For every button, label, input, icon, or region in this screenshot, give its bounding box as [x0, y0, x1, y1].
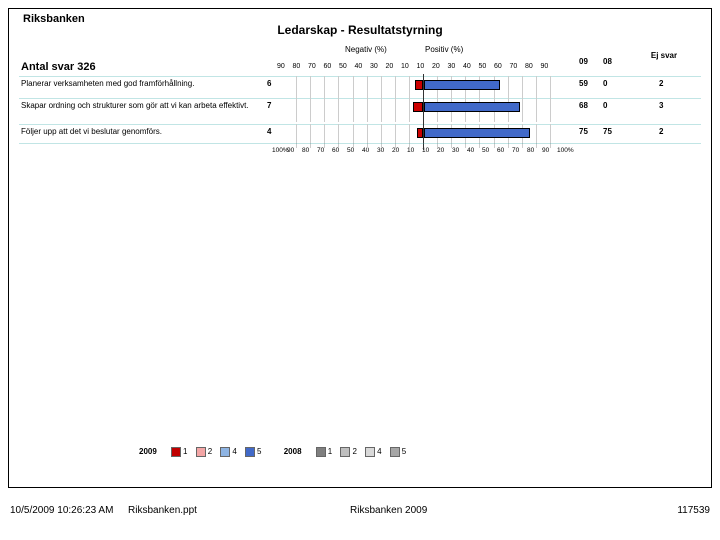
- val-ej: 3: [659, 101, 663, 110]
- legend-box-2: [196, 447, 206, 457]
- bar-row: [282, 101, 564, 119]
- footer-timestamp: 10/5/2009 10:26:23 AM: [10, 505, 113, 516]
- col-header-08: 08: [603, 57, 612, 66]
- val-09: 75: [579, 127, 588, 136]
- col-header-09: 09: [579, 57, 588, 66]
- neg-axis-label: Negativ (%): [345, 45, 387, 54]
- legend-box-1: [171, 447, 181, 457]
- col-header-ej: Ej svar: [649, 51, 679, 60]
- axis-ticks-top: 908070605040302010102030405060708090: [277, 63, 569, 73]
- bar-row: [282, 79, 564, 97]
- footer-filename: Riksbanken.ppt: [128, 505, 197, 516]
- chart-title: Ledarskap - Resultatstyrning: [9, 23, 711, 37]
- val-08: 0: [603, 101, 607, 110]
- row-n: 7: [267, 101, 281, 110]
- legend: 2009 1 2 4 5 2008 1 2 4 5: [139, 447, 406, 457]
- val-08: 75: [603, 127, 612, 136]
- legend-gbox-4: [365, 447, 375, 457]
- footer-page: 117539: [677, 505, 710, 516]
- row-label: Följer upp att det vi beslutar genomförs…: [21, 127, 269, 136]
- legend-gbox-2: [340, 447, 350, 457]
- val-09: 59: [579, 79, 588, 88]
- legend-box-5: [245, 447, 255, 457]
- footer-center: Riksbanken 2009: [350, 505, 427, 516]
- val-ej: 2: [659, 127, 663, 136]
- legend-year-2: 2008: [284, 447, 302, 456]
- slide-frame: Riksbanken Ledarskap - Resultatstyrning …: [8, 8, 712, 488]
- pos-axis-label: Positiv (%): [425, 45, 463, 54]
- legend-gbox-1: [316, 447, 326, 457]
- legend-box-4: [220, 447, 230, 457]
- val-08: 0: [603, 79, 607, 88]
- legend-gbox-5: [390, 447, 400, 457]
- row-label: Planerar verksamheten med god framförhål…: [21, 79, 269, 88]
- survey-count: Antal svar 326: [21, 61, 96, 73]
- row-n: 6: [267, 79, 281, 88]
- row-label: Skapar ordning och strukturer som gör at…: [21, 101, 269, 110]
- val-09: 68: [579, 101, 588, 110]
- val-ej: 2: [659, 79, 663, 88]
- legend-year-1: 2009: [139, 447, 157, 456]
- row-n: 4: [267, 127, 281, 136]
